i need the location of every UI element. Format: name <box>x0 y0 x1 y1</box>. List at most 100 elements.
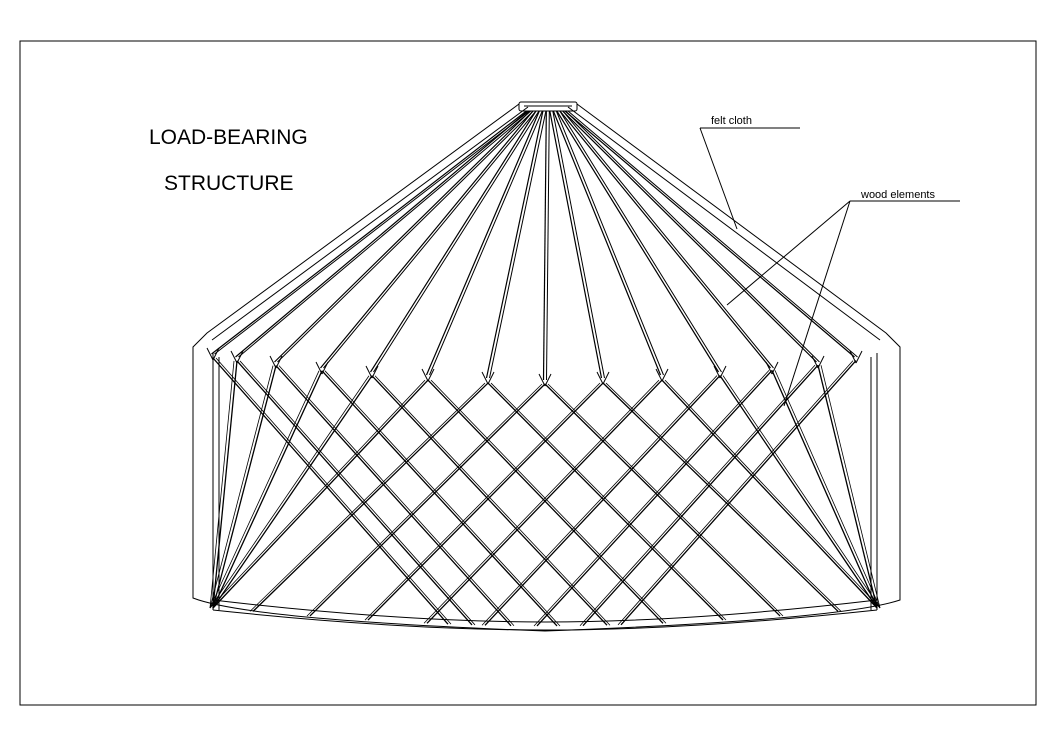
lattice-slat-edge <box>774 370 881 609</box>
rafter-tip <box>602 371 610 385</box>
rafter-pole <box>556 110 720 373</box>
lattice-slat-edge <box>490 382 727 621</box>
felt-shell <box>192 103 901 632</box>
lattice-slat <box>582 364 819 627</box>
inner-roof-line-left <box>211 106 529 341</box>
lattice-slat-edge <box>306 383 543 617</box>
wood-elements-label: wood elements <box>860 189 935 201</box>
lattice-slat <box>536 369 773 627</box>
rafter-tip <box>230 350 238 364</box>
title-line-1: LOAD-BEARING <box>149 126 308 149</box>
rafter-pole-edge <box>429 110 543 376</box>
lattice-slat <box>321 370 558 627</box>
lattice-slat-edge <box>209 375 370 609</box>
wall-lattice <box>209 357 881 627</box>
lattice-slat <box>212 370 323 609</box>
rafter-tip <box>427 368 435 382</box>
rafter-pole-edge <box>565 110 820 363</box>
lattice-slat <box>252 382 489 612</box>
lattice-slat-edge <box>664 379 881 609</box>
lattice-slat-edge <box>430 379 667 624</box>
rafter-pole-edge <box>489 110 547 379</box>
rafter-tip <box>596 371 604 385</box>
lattice-slat-edge <box>481 375 718 626</box>
lattice-slat-edge <box>533 370 770 627</box>
lattice-slat-edge <box>249 382 486 612</box>
lattice-slat-edge <box>423 379 660 624</box>
rafter-pole <box>559 110 771 369</box>
rafter-tip <box>487 371 495 385</box>
rafter-tip <box>206 347 214 361</box>
rafter-pole <box>211 110 527 355</box>
lattice-slat-edge <box>209 365 274 609</box>
rafter-tip <box>236 350 244 364</box>
title-line-2: STRUCTURE <box>164 172 294 195</box>
rafter-tip <box>421 368 429 382</box>
rafter-tip <box>661 368 669 382</box>
lattice-slat <box>661 379 878 609</box>
lattice-slat <box>771 370 878 609</box>
felt-cloth-leader <box>699 127 738 230</box>
rafter-pole-edge <box>567 110 858 358</box>
lattice-slat <box>427 379 664 624</box>
rafter-pole <box>549 110 603 379</box>
rafter-pole-edge <box>552 110 605 379</box>
lattice-slat <box>367 382 604 621</box>
drawing-frame <box>19 40 1037 706</box>
lattice-slat <box>544 383 781 617</box>
rafter-tip <box>538 373 546 387</box>
lattice-slat-edge <box>278 365 515 627</box>
rafter-pole-edge <box>277 110 534 363</box>
base-ring-lower <box>212 609 878 631</box>
lattice-slat-edge <box>364 382 601 621</box>
rafter-tip <box>655 368 663 382</box>
rafter-pole-edge <box>373 110 540 373</box>
rafter-tip <box>212 347 220 361</box>
crown-ring-outer <box>518 101 578 112</box>
lattice-slat <box>487 382 724 621</box>
lattice-slat-edge <box>215 357 452 625</box>
lattice-slat <box>309 383 546 617</box>
rafter-pole <box>562 110 817 363</box>
lattice-slat <box>484 375 721 626</box>
felt-cloth-label: felt cloth <box>711 115 752 127</box>
rafter-tip <box>544 373 552 387</box>
rafter-pole-edge <box>555 110 664 376</box>
rafter-pole <box>320 110 534 369</box>
lattice-slat-edge <box>324 370 561 627</box>
rafter-pole <box>552 110 662 376</box>
lattice-slat <box>817 365 878 609</box>
base-ring-upper <box>212 599 878 623</box>
lattice-slat-edge <box>209 379 426 609</box>
wood-elements-leader-2 <box>783 200 851 407</box>
lattice-slat-edge <box>547 383 784 617</box>
lattice-slat <box>602 382 839 612</box>
rafter-pole <box>485 110 544 379</box>
inner-roof-line-right <box>567 106 881 341</box>
rafter-pole <box>369 110 537 373</box>
rafter-tip <box>269 355 277 369</box>
rafter-pole <box>425 110 540 376</box>
rafter-tip <box>365 365 373 379</box>
lattice-slat <box>212 379 429 609</box>
rafter-pole <box>564 110 855 358</box>
rafter-pole-edge <box>562 110 774 369</box>
rafter-pole <box>274 110 531 363</box>
rafter-pole-edge <box>546 110 550 381</box>
lattice-slat <box>212 365 277 609</box>
lattice-slat-edge <box>820 365 881 609</box>
roof-rafters <box>206 110 863 387</box>
rafter-pole-edge <box>214 110 530 355</box>
crown-ring <box>518 101 578 112</box>
annotations <box>699 127 960 407</box>
rafter-pole <box>235 110 529 358</box>
rafter-pole-edge <box>559 110 722 373</box>
lattice-slat-edge <box>605 382 842 612</box>
lattice-slat <box>275 365 512 627</box>
lattice-slat-edge <box>722 375 881 609</box>
lattice-slat-edge <box>209 360 235 609</box>
felt-cloth-outline <box>192 103 901 632</box>
lattice-slat-edge <box>209 370 320 609</box>
lattice-slat <box>212 360 238 609</box>
